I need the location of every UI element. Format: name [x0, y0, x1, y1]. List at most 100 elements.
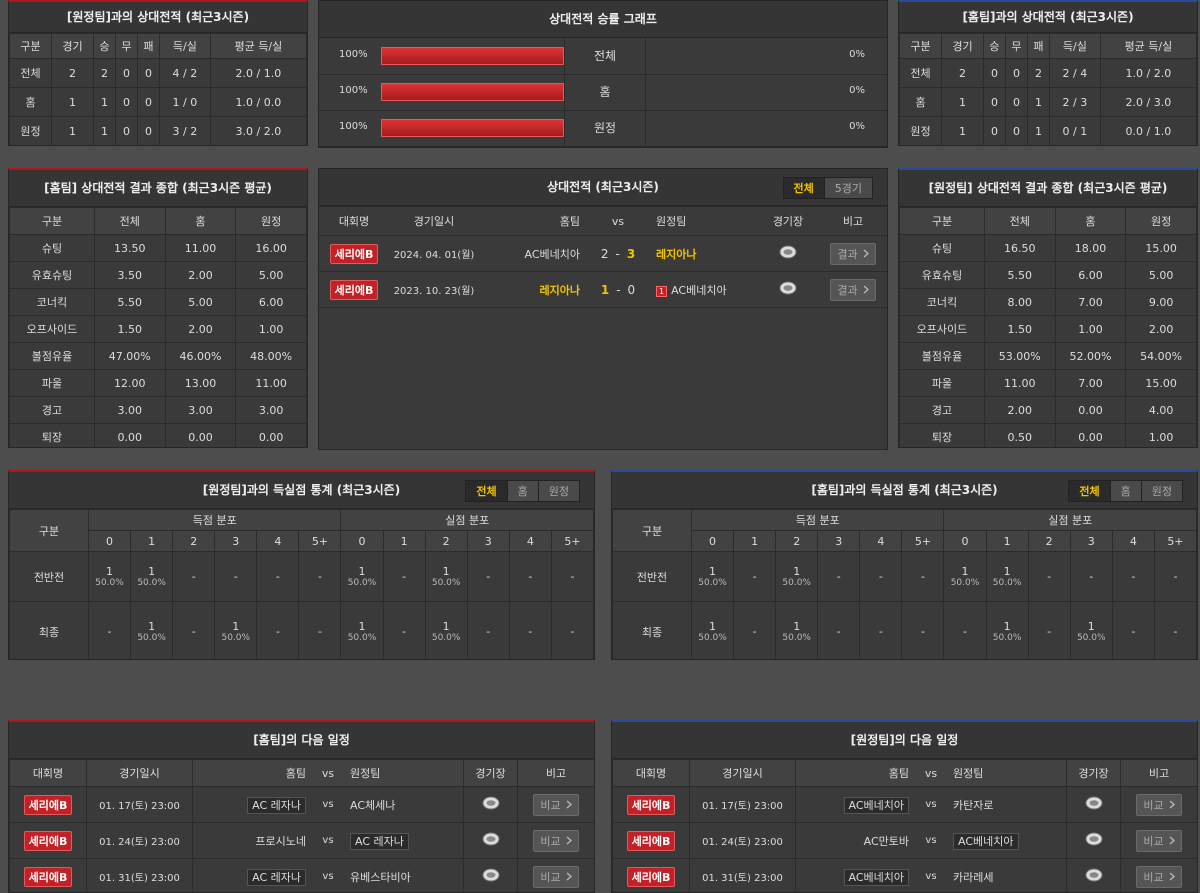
compare-button[interactable]: 결과: [830, 278, 876, 301]
table-row: 유효슈팅 5.50 6.00 5.00: [899, 261, 1197, 289]
bucket-header: 4: [256, 530, 300, 552]
column-header: vs: [611, 214, 625, 228]
cell: 53.00%: [983, 342, 1056, 370]
count-cell: 1 50.0%: [985, 551, 1029, 602]
date: 01. 17(토) 23:00: [689, 786, 796, 823]
tab[interactable]: 전체: [783, 178, 824, 198]
league-badge: 세리에B: [626, 794, 676, 815]
away-team: 레지아나: [656, 247, 697, 261]
away-cell: 1 AC베네치아: [656, 282, 757, 298]
bucket-header: 1: [130, 530, 174, 552]
row-label: 홈: [899, 87, 942, 117]
count: 1: [709, 620, 717, 633]
stadium-icon: [1085, 832, 1102, 846]
cell: 1: [941, 87, 984, 117]
away-team: AC체세나: [350, 798, 396, 812]
bucket-header: 2: [775, 530, 819, 552]
count-cell: 1 50.0%: [985, 601, 1029, 659]
cell: 2.00: [164, 261, 237, 289]
stadium-field: [1089, 800, 1098, 806]
stadium-field: [783, 249, 793, 255]
percent: 50.0%: [698, 633, 727, 643]
empty-cell: -: [1111, 551, 1155, 602]
column-header: 패: [1026, 33, 1050, 59]
cell: 5.00: [1125, 261, 1197, 289]
chevron-line: [566, 800, 572, 809]
column-header: 비고: [819, 206, 887, 236]
column-header: 원정팀: [656, 215, 687, 228]
tab[interactable]: 홈: [506, 481, 538, 501]
cell: 16.00: [235, 234, 307, 262]
tab[interactable]: 원정: [537, 481, 579, 501]
empty-cell: -: [1069, 551, 1113, 602]
empty-cell: -: [1153, 551, 1197, 602]
cell: 0: [114, 58, 138, 88]
button-cell: 비교: [1120, 822, 1197, 859]
row-label: 유효슈팅: [899, 261, 985, 289]
cell: 18.00: [1054, 234, 1127, 262]
date: 01. 24(토) 23:00: [86, 822, 193, 859]
h2h-away-panel: [원정팀]과의 상대전적 (최근3시즌) 구분 경기 승 무 패 득/실 평균 득/실 전체 2 2…: [8, 0, 308, 146]
panel-title: [홈팀] 상대전적 결과 종합 (최근3시즌 평균): [9, 170, 307, 207]
tab[interactable]: 원정: [1140, 481, 1182, 501]
count-cell: 1 50.0%: [130, 601, 174, 659]
h2h-home-panel: [홈팀]과의 상대전적 (최근3시즌) 구분 경기 승 무 패 득/실 평균 득/실 전체 2 0 0…: [898, 0, 1198, 146]
cell: 3.50: [93, 261, 166, 289]
row-label: 최종: [612, 601, 692, 659]
cell: 11.00: [235, 369, 307, 397]
compare-button[interactable]: 비교: [1136, 829, 1182, 852]
date: 2024. 04. 01(월): [389, 235, 479, 272]
goals-away-panel: [원정팀]과의 득실점 통계 (최근3시즌) 전체 홈 원정 구분 득점 분포 실점 분포 0…: [8, 470, 595, 660]
row-label: 파울: [899, 369, 985, 397]
away-score: 3: [626, 246, 636, 261]
compare-button[interactable]: 비교: [533, 793, 579, 816]
goals-row: 전반전 1 50.0% -1 50.0% - - -1 50.0% 1 50.0% - - - -: [612, 551, 1197, 602]
recent-table: 대회명 경기일시 홈팀 vs 원정팀 경기장 비고 세리에B 2024. 04. 01(월) AC…: [319, 206, 887, 308]
score-separator: -: [616, 282, 621, 297]
team-flex: AC 레자나 vs AC체세나: [193, 796, 463, 814]
compare-button[interactable]: 비교: [533, 829, 579, 852]
empty-cell: -: [859, 601, 903, 659]
tab[interactable]: 전체: [1069, 481, 1110, 501]
column-header: 패: [136, 33, 160, 59]
team-cell: 프로시노네 vs AC 레자나: [192, 822, 464, 859]
away-score: 0: [627, 282, 636, 297]
chevron: [863, 285, 869, 294]
count: 1: [148, 620, 156, 633]
compare-button[interactable]: 비교: [1136, 793, 1182, 816]
table-row: 퇴장 0.50 0.00 1.00: [899, 423, 1197, 447]
percent: 50.0%: [95, 578, 124, 588]
tab[interactable]: 전체: [466, 481, 507, 501]
league-badge: 세리에B: [626, 866, 676, 887]
tab[interactable]: 홈: [1109, 481, 1141, 501]
league-badge: 세리에B: [23, 866, 73, 887]
table-row: 원정 1 0 0 1 0 / 1 0.0 / 1.0: [899, 116, 1197, 145]
count: 1: [106, 565, 114, 578]
group-header: 실점 분포: [340, 509, 594, 531]
cell: 5.00: [235, 261, 307, 289]
count-cell: 1 50.0%: [1069, 601, 1113, 659]
empty-cell: -: [382, 551, 426, 602]
compare-button[interactable]: 결과: [830, 242, 876, 265]
tab[interactable]: 5경기: [823, 178, 872, 198]
home-bar: [381, 47, 564, 65]
empty-cell: -: [1027, 551, 1071, 602]
percent: 50.0%: [782, 633, 811, 643]
button-label: 비교: [540, 870, 561, 884]
schedule-table: 대회명 경기일시 홈팀 vs 원정팀 경기장 비고 세리에B 01. 17(토) 23:00 AC…: [612, 759, 1197, 892]
cell: 2.0 / 1.0: [209, 58, 307, 88]
row-label: 파울: [9, 369, 95, 397]
cell: 11.00: [164, 234, 237, 262]
cell: 2.00: [983, 396, 1056, 424]
goals-row: 최종 1 50.0% -1 50.0% - - - -1 50.0% -1 50.0% - -: [612, 601, 1197, 659]
empty-cell: -: [550, 601, 594, 659]
compare-button[interactable]: 비교: [533, 865, 579, 888]
percent: 50.0%: [347, 578, 377, 588]
home-bar: [381, 119, 564, 137]
compare-button[interactable]: 비교: [1136, 865, 1182, 888]
column-header: 전체: [93, 207, 166, 235]
row-label: 슈팅: [9, 234, 95, 262]
date: 01. 31(토) 23:00: [689, 858, 796, 892]
home-wrap: AC베네치아: [796, 868, 909, 886]
empty-cell: -: [859, 551, 903, 602]
